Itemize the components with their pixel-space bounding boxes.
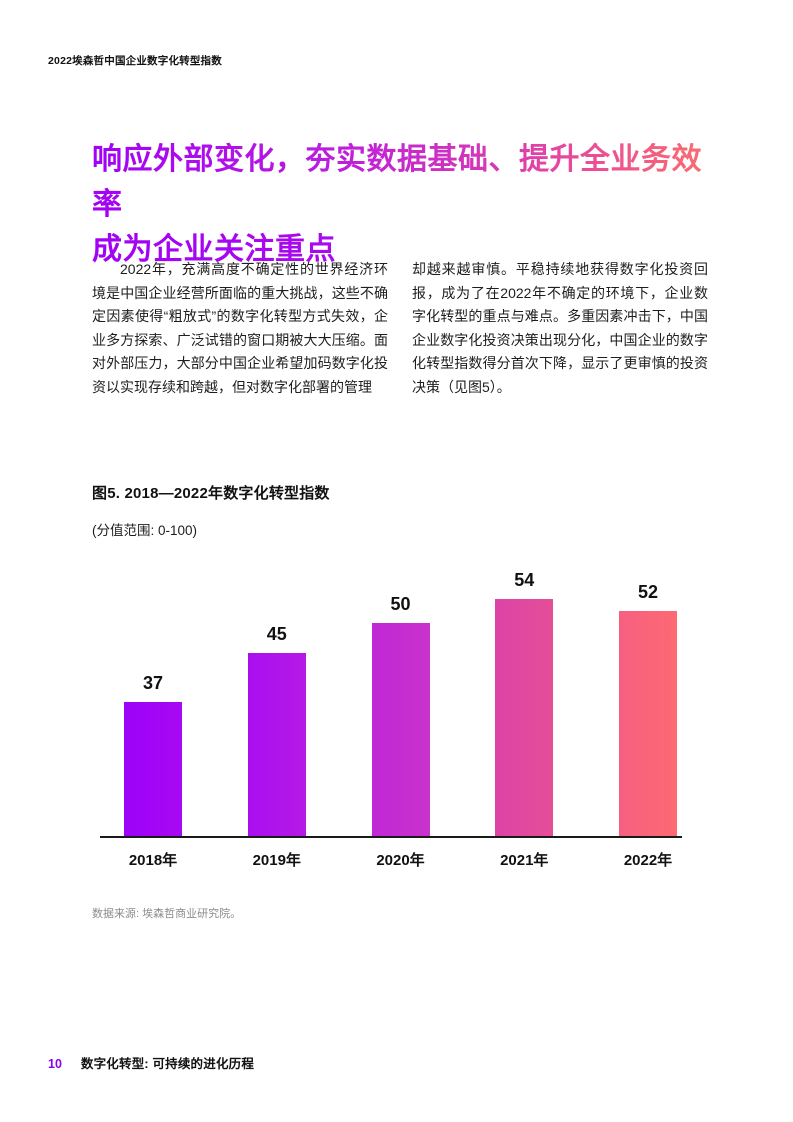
bar-group: 50 (371, 594, 430, 836)
bar-group: 45 (247, 624, 306, 836)
page-footer: 10 数字化转型: 可持续的进化历程 (48, 1053, 254, 1072)
x-axis-label: 2020年 (376, 852, 425, 869)
bar-value-label: 37 (142, 673, 164, 693)
bar-value-label: 50 (390, 594, 411, 614)
bar-chart: 37 45 50 54 52 2018年 2019年 2020年 2021年 2022年 (100, 565, 682, 870)
figure-value-range-note: (分值范围: 0-100) (92, 523, 198, 538)
bar-group: 52 (619, 582, 677, 836)
footer-section-title: 数字化转型: 可持续的进化历程 (80, 1057, 255, 1071)
x-axis-label: 2021年 (500, 852, 549, 869)
x-axis-label: 2018年 (128, 852, 178, 869)
body-text-columns: 2022年，充满高度不确定性的世界经济环境是中国企业经营所面临的重大挑战，这些不… (92, 258, 708, 399)
page-title: 响应外部变化，夯实数据基础、提升全业务效率 成为企业关注重点 (92, 137, 722, 272)
bar-value-label: 52 (637, 582, 659, 602)
body-column-right: 却越来越审慎。平稳持续地获得数字化投资回报，成为了在2022年不确定的环境下，企… (412, 261, 708, 395)
bar (619, 611, 677, 836)
chart-plot-area: 37 45 50 54 52 (100, 565, 682, 838)
running-header-title: 2022埃森哲中国企业数字化转型指数 (48, 55, 222, 67)
chart-bars: 37 45 50 54 52 (124, 570, 677, 836)
page-title-line2: 成为企业关注重点 (92, 227, 722, 272)
page-number: 10 (48, 1057, 62, 1071)
bar-group: 37 (124, 673, 182, 836)
bar-value-label: 54 (514, 570, 535, 590)
bar (371, 623, 430, 836)
x-axis-label: 2019年 (252, 852, 301, 869)
page-title-line1: 响应外部变化，夯实数据基础、提升全业务效率 (92, 137, 722, 227)
bar-value-label: 45 (266, 624, 287, 644)
x-axis-label: 2022年 (623, 852, 673, 869)
data-source-note: 数据来源: 埃森哲商业研究院。 (92, 908, 242, 920)
bar (124, 702, 182, 836)
bar-group: 54 (495, 570, 554, 836)
figure-title: 图5. 2018—2022年数字化转型指数 (92, 485, 330, 502)
chart-x-axis-labels: 2018年 2019年 2020年 2021年 2022年 (100, 849, 682, 870)
bar (495, 599, 554, 836)
body-column-left: 2022年，充满高度不确定性的世界经济环境是中国企业经营所面临的重大挑战，这些不… (92, 261, 388, 395)
bar (247, 653, 306, 836)
